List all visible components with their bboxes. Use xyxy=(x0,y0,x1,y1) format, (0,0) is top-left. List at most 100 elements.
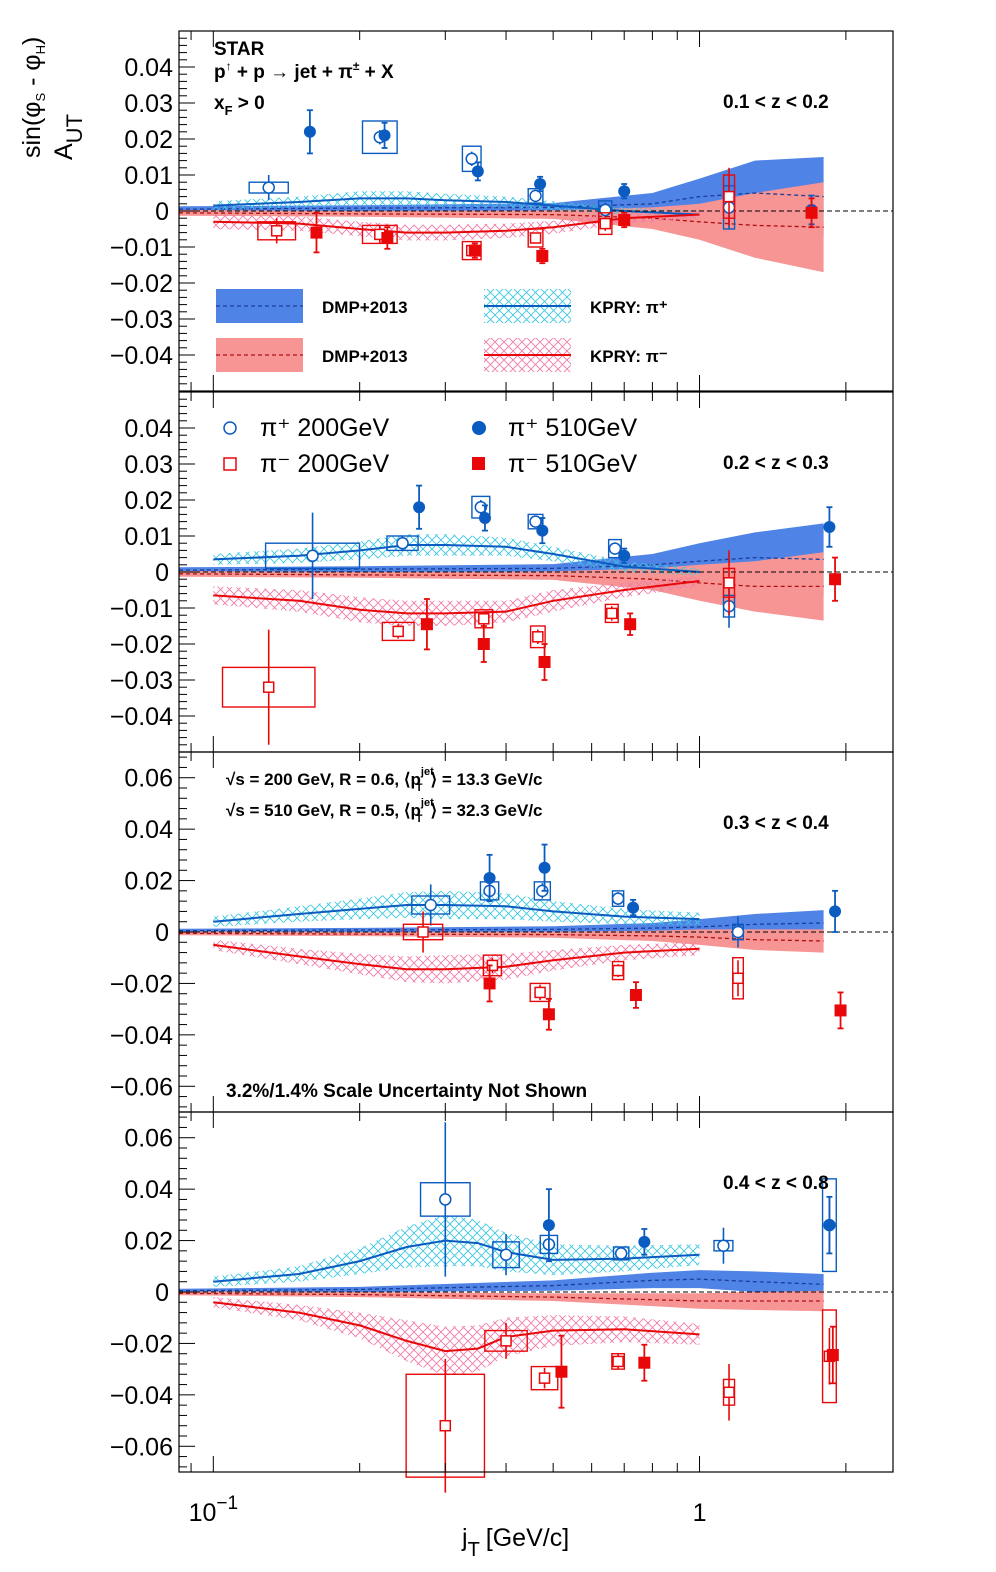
dmp-band-pi-plus xyxy=(179,157,824,237)
point-pi-plus-510gev-marker xyxy=(378,129,391,142)
point-pi-minus-510gev xyxy=(542,997,555,1031)
kpry-band-pi-plus xyxy=(213,534,700,576)
dmp-curve-pi-minus xyxy=(178,932,824,942)
point-pi-minus-200gev-sys-box xyxy=(361,224,398,245)
point-pi-plus-510gev-marker xyxy=(823,521,836,533)
point-pi-plus-510gev xyxy=(823,1195,836,1255)
point-pi-plus-200gev-marker xyxy=(499,1248,513,1261)
point-pi-minus-510gev-marker xyxy=(618,214,631,226)
y-tick-label: 0.06 xyxy=(124,765,173,793)
point-pi-minus-200gev-sys-box xyxy=(597,212,613,236)
point-pi-minus-200gev-sys-box xyxy=(484,1329,528,1352)
point-pi-plus-200gev xyxy=(419,1122,471,1277)
y-tick-label: 0.02 xyxy=(124,487,173,515)
y-tick-label-zero: 0 xyxy=(155,919,169,947)
point-pi-plus-200gev-marker xyxy=(262,181,275,194)
point-pi-plus-510gev xyxy=(538,843,551,892)
point-pi-plus-510gev-marker xyxy=(627,901,640,914)
point-pi-plus-510gev-marker xyxy=(618,185,631,198)
y-tick-label: −0.04 xyxy=(110,342,173,370)
point-pi-plus-510gev xyxy=(638,1228,651,1256)
y-tick-label-zero: 0 xyxy=(155,559,169,587)
point-pi-minus-200gev-sys-box xyxy=(461,240,482,261)
x-tick-label-base: 1 xyxy=(693,1499,707,1527)
point-pi-minus-200gev-marker xyxy=(612,1355,624,1368)
point-pi-minus-200gev-marker xyxy=(612,964,624,977)
point-pi-plus-200gev-marker xyxy=(306,549,319,563)
kpry-band-pi-minus xyxy=(213,1297,700,1376)
point-pi-plus-200gev xyxy=(611,890,625,907)
point-pi-plus-510gev-marker xyxy=(483,872,496,884)
point-pi-minus-200gev xyxy=(722,167,736,226)
point-pi-minus-200gev xyxy=(611,960,625,981)
dmp-curve-pi-plus xyxy=(178,192,824,210)
kpry-band-pi-plus xyxy=(213,191,700,219)
point-pi-plus-200gev-marker xyxy=(474,500,488,514)
point-pi-plus-200gev-marker xyxy=(599,203,612,217)
energy-note-200: √s = 200 GeV, R = 0.6, ⟨pjet T ⟩ = 13.3 Ge… xyxy=(226,766,543,794)
y-tick-label: 0.01 xyxy=(124,162,173,190)
point-pi-plus-200gev-sys-box xyxy=(527,187,544,204)
point-pi-minus-200gev-sys-box xyxy=(257,221,297,241)
process-label: p↑ + p → jet + π± + X xyxy=(214,59,394,83)
point-pi-plus-200gev-marker xyxy=(614,1247,628,1260)
point-pi-minus-200gev-marker xyxy=(500,1335,512,1347)
y-tick-label: 0.06 xyxy=(124,1125,173,1153)
y-tick-label: 0.02 xyxy=(124,868,173,896)
point-pi-plus-510gev xyxy=(303,109,316,155)
point-pi-minus-200gev-marker xyxy=(532,631,544,643)
point-pi-plus-200gev xyxy=(713,1227,734,1264)
point-pi-minus-200gev xyxy=(257,218,297,244)
xf-label: xF > 0 xyxy=(214,93,265,118)
point-pi-minus-510gev-marker xyxy=(468,244,481,257)
z-range-label: 0.3 < z < 0.4 xyxy=(723,813,829,834)
legend-pi-minus-200-label: π⁻ 200GeV xyxy=(260,450,389,478)
point-pi-minus-200gev xyxy=(402,911,444,953)
y-tick-label: 0.04 xyxy=(124,415,173,443)
y-tick-label: −0.04 xyxy=(110,1382,173,1410)
kpry-band-pi-plus xyxy=(213,1214,700,1287)
point-pi-minus-200gev xyxy=(529,982,551,1003)
kpry-curve-pi-minus xyxy=(213,943,700,971)
point-pi-minus-200gev xyxy=(484,1322,528,1359)
point-pi-minus-510gev-marker xyxy=(826,1349,839,1361)
point-pi-plus-200gev-sys-box xyxy=(612,1246,630,1261)
point-pi-minus-510gev xyxy=(420,598,433,651)
point-pi-minus-510gev-marker xyxy=(542,1008,555,1021)
point-pi-minus-200gev-sys-box xyxy=(604,603,619,624)
point-pi-minus-200gev-sys-box xyxy=(402,923,444,941)
y-axis-title: AUT sin(φS - φH) xyxy=(18,37,87,160)
point-pi-plus-510gev-marker xyxy=(638,1235,651,1248)
point-pi-plus-200gev-marker xyxy=(611,892,625,905)
dmp-curve-pi-plus xyxy=(178,556,824,571)
point-pi-minus-510gev-marker xyxy=(805,206,818,219)
point-pi-plus-510gev-marker xyxy=(618,549,631,562)
legend-dmp-plus-label: DMP+2013 xyxy=(322,298,408,317)
point-pi-plus-200gev-marker xyxy=(731,925,745,939)
legend-pi-minus-510-marker xyxy=(472,457,485,470)
scale-uncertainty-note: 3.2%/1.4% Scale Uncertainty Not Shown xyxy=(226,1081,587,1102)
point-pi-plus-510gev xyxy=(627,898,640,917)
z-range-label: 0.2 < z < 0.3 xyxy=(723,453,829,474)
point-pi-plus-510gev-marker xyxy=(536,524,549,537)
point-pi-minus-200gev-sys-box xyxy=(530,1365,559,1391)
point-pi-minus-510gev-marker xyxy=(624,618,637,631)
legend-pi-plus-200-label: π⁺ 200GeV xyxy=(260,414,389,442)
point-pi-plus-200gev-marker xyxy=(439,1193,452,1206)
y-tick-label: −0.04 xyxy=(110,703,173,731)
x-tick-label-exponent: −1 xyxy=(216,1493,238,1514)
point-pi-minus-200gev xyxy=(530,1365,559,1391)
point-pi-plus-200gev-sys-box xyxy=(419,1182,471,1217)
point-pi-plus-200gev-marker xyxy=(396,536,409,550)
point-pi-minus-200gev-sys-box xyxy=(405,1373,486,1478)
point-pi-plus-510gev xyxy=(536,517,549,545)
point-pi-plus-200gev xyxy=(612,1246,630,1261)
dmp-curve-pi-plus xyxy=(178,922,824,932)
point-pi-minus-510gev-marker xyxy=(629,989,642,1001)
point-pi-minus-510gev xyxy=(834,991,847,1030)
point-pi-plus-510gev-marker xyxy=(823,1219,836,1232)
point-pi-minus-510gev xyxy=(477,625,490,663)
dmp-curve-pi-plus xyxy=(178,1278,824,1292)
point-pi-minus-200gev-marker xyxy=(723,190,735,203)
point-pi-plus-200gev-marker xyxy=(424,898,437,912)
